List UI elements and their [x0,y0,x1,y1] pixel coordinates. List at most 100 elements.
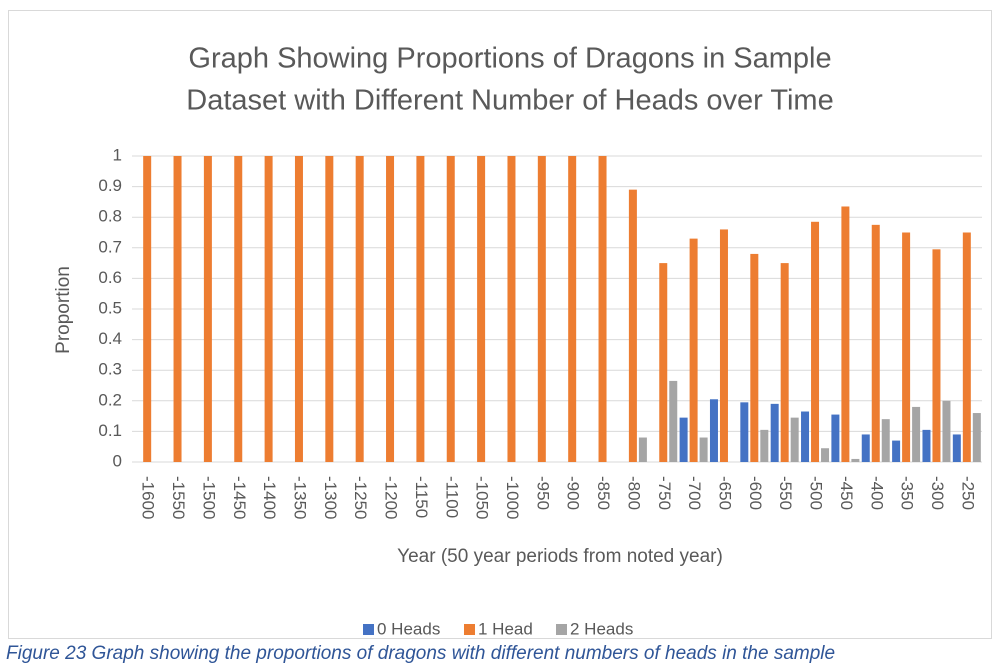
bar [821,448,830,462]
y-tick-label: 0.4 [98,329,122,348]
bar [386,156,395,462]
bar [972,413,981,462]
bar [841,206,850,462]
legend-swatch [464,624,475,635]
x-tick-label: -400 [867,476,886,510]
x-tick-label: -1100 [442,476,461,518]
bar [922,429,931,462]
legend-swatch [363,624,374,635]
legend-label: 1 Head [478,619,533,638]
x-tick-label: -750 [655,476,674,510]
x-tick-label: -1550 [169,476,188,519]
bar [871,224,880,462]
bar [173,156,182,462]
bar [689,238,698,462]
bar [952,434,961,462]
bar [355,156,364,462]
y-tick-label: 0.1 [98,421,122,440]
bar [679,417,688,462]
x-tick-label: -1600 [139,476,158,519]
x-tick-label: -1300 [321,476,340,519]
bar [780,263,789,462]
bar [709,399,718,462]
bar [740,402,749,462]
bar [143,156,152,462]
x-tick-label: -700 [685,476,704,510]
bar [234,156,243,462]
y-axis-title: Proportion [53,266,74,354]
bar [932,249,941,462]
bar [962,232,971,462]
x-tick-label: -1350 [290,476,309,519]
x-tick-label: -1050 [473,476,492,519]
bar [851,458,860,462]
x-tick-label: -450 [837,476,856,510]
legend-swatch [556,624,567,635]
bar [912,406,921,462]
x-tick-label: -250 [958,476,977,510]
bar [831,414,840,462]
bar [719,229,728,462]
x-axis-title: Year (50 year periods from noted year) [397,546,723,567]
y-tick-label: 0 [113,451,122,470]
x-tick-label: -550 [776,476,795,510]
x-tick-label: -500 [807,476,826,510]
bar [699,437,708,462]
bar [477,156,486,462]
bar [892,440,901,462]
y-tick-label: 0.6 [98,268,122,287]
bar [669,380,678,462]
x-tick-label: -1500 [199,476,218,519]
bar [659,263,668,462]
y-tick-label: 0.7 [98,237,122,256]
bar [598,156,607,462]
y-tick-label: 0.2 [98,390,122,409]
x-tick-label: -1450 [230,476,249,519]
bar [760,429,769,462]
bar [638,437,647,462]
chart-title: Graph Showing Proportions of Dragons in … [188,43,831,75]
legend-label: 2 Heads [570,619,633,638]
bar [628,189,637,462]
x-tick-label: -950 [533,476,552,510]
bar [790,417,799,462]
bar [294,156,303,462]
y-tick-label: 0.9 [98,176,122,195]
x-tick-label: -1400 [260,476,279,519]
bar [416,156,425,462]
y-tick-label: 0.5 [98,298,122,317]
y-tick-label: 1 [113,145,122,164]
x-tick-label: -1150 [412,476,431,518]
x-tick-label: -900 [564,476,583,510]
chart-frame [8,10,992,639]
bar [811,221,820,462]
x-tick-label: -1250 [351,476,370,519]
bar [203,156,212,462]
chart-title: Dataset with Different Number of Heads o… [186,85,833,117]
bar [902,232,911,462]
legend-label: 0 Heads [377,619,440,638]
bar [801,411,810,462]
bar [568,156,577,462]
y-tick-label: 0.3 [98,360,122,379]
caption: Figure 23 Graph showing the proportions … [6,643,835,664]
bar [942,400,951,462]
x-tick-label: -600 [746,476,765,510]
bar [325,156,334,462]
y-tick-label: 0.8 [98,207,122,226]
bar [770,403,779,462]
bar [750,253,759,462]
x-tick-label: -1200 [382,476,401,519]
x-tick-label: -650 [715,476,734,510]
bar [446,156,455,462]
bar [881,419,890,462]
bar [861,434,870,462]
x-tick-label: -300 [928,476,947,510]
x-tick-label: -850 [594,476,613,510]
x-tick-label: -1000 [503,476,522,519]
bar [507,156,516,462]
bar [537,156,546,462]
bar [264,156,273,462]
x-tick-label: -800 [624,476,643,510]
